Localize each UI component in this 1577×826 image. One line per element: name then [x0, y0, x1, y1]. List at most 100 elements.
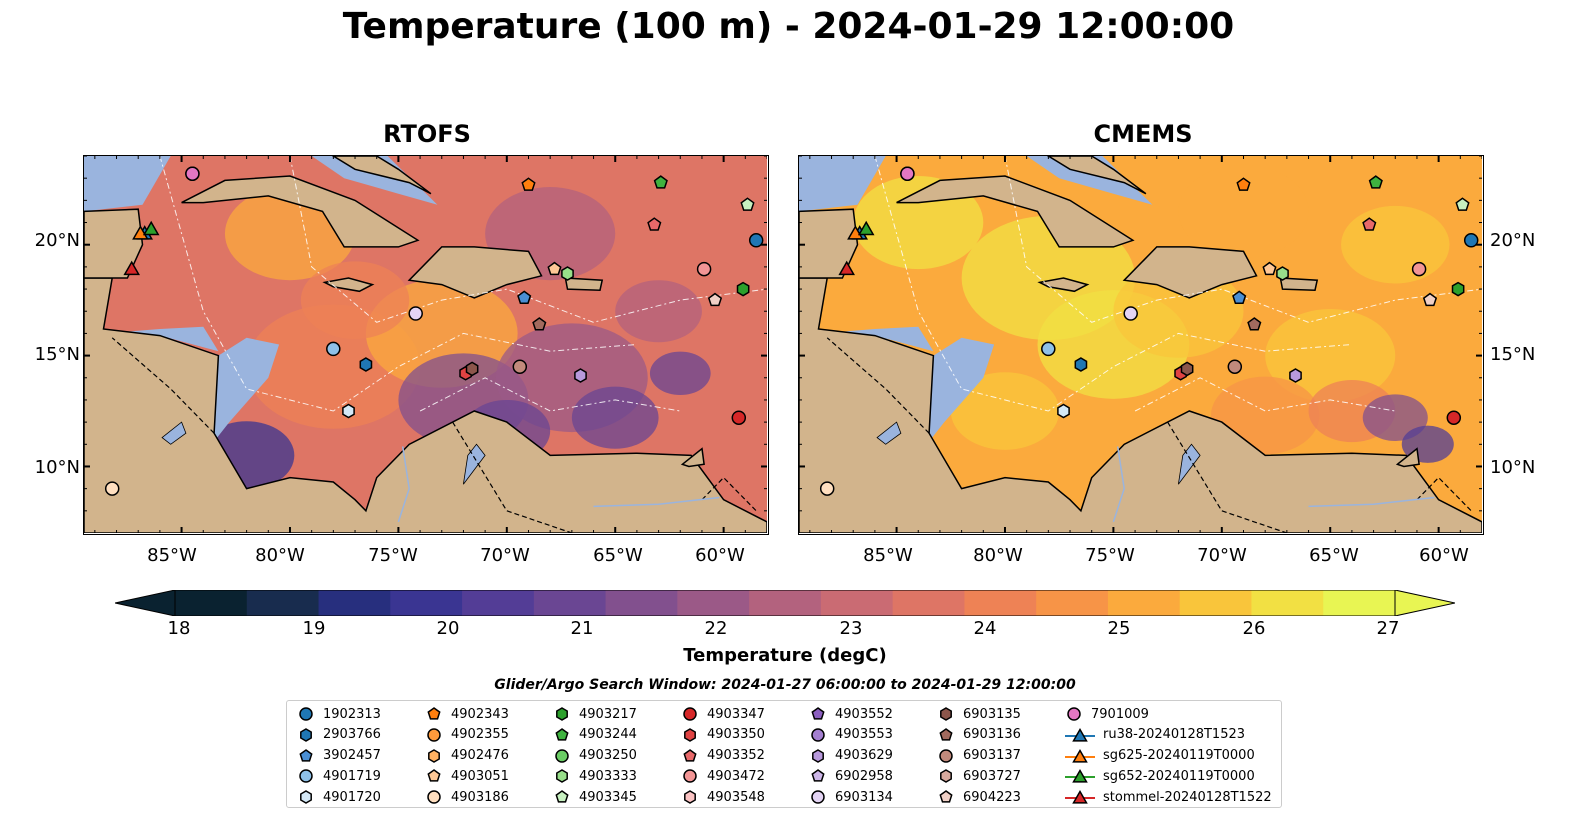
legend-symbol	[556, 769, 568, 784]
rtofs-marker-sg625-20240119T0000	[132, 225, 149, 240]
colorbar-bin	[1179, 590, 1252, 616]
legend-label: 4903051	[451, 768, 509, 784]
rtofs-marker-6904223	[707, 292, 723, 307]
rtofs-map-canvas	[84, 156, 767, 533]
legend-marker-4903345	[555, 790, 569, 803]
rtofs-temperature-patch	[571, 386, 659, 449]
rtofs-marker-7901009	[185, 166, 200, 181]
legend-entry-4903345: 4903345	[553, 787, 637, 807]
cmems-panel-title: CMEMS	[1093, 120, 1193, 148]
legend-symbol	[427, 769, 441, 783]
legend-label: 4902476	[451, 748, 509, 764]
legend-symbol	[939, 748, 953, 763]
cmems-eez-line	[1004, 156, 1482, 323]
lat-label-10n-left: 10°N	[34, 457, 80, 478]
legend-entry-4903347: 4903347	[681, 704, 765, 724]
legend-marker-4903051	[427, 769, 441, 783]
cmems-marker-4903186	[819, 481, 835, 496]
colorbar-bin	[533, 590, 607, 616]
legend-entry-4903186: 4903186	[425, 787, 509, 807]
colorbar-extend-low	[115, 590, 176, 616]
rtofs-central-america-land	[84, 277, 767, 533]
legend-label: 6903727	[963, 768, 1021, 784]
cmems-marker-1902313	[1463, 233, 1479, 248]
legend-symbol	[939, 790, 953, 803]
legend-label: 6903135	[963, 706, 1021, 722]
cmems-temperature-patch	[1341, 205, 1450, 284]
legend-symbol	[812, 748, 824, 763]
cmems-puerto-rico-land	[1279, 277, 1319, 291]
cmems-country-border	[1416, 476, 1472, 512]
legend-entry-4903217: 4903217	[553, 704, 637, 724]
legend-marker-4902355	[427, 728, 441, 742]
cmems-central-america-land	[799, 277, 1482, 533]
cmems-temperature-patch	[1178, 164, 1309, 259]
legend-symbol	[683, 769, 697, 784]
lon-label-70w-left: 70°W	[480, 545, 530, 566]
legend-symbol	[811, 728, 825, 742]
cmems-marker-6903137	[1227, 359, 1243, 374]
rtofs-lake-nicaragua	[161, 421, 187, 445]
legend-marker-6903136	[939, 727, 953, 741]
rtofs-marker-3902457	[517, 290, 532, 304]
legend-symbol	[939, 727, 953, 741]
legend-entry-4901720: 4901720	[297, 787, 381, 807]
rtofs-country-border	[701, 476, 757, 512]
legend-marker-4903552	[811, 707, 825, 720]
legend-label: sg625-20240119T0000	[1103, 748, 1255, 764]
cmems-marker-4903347	[1446, 410, 1462, 425]
cmems-country-border	[1167, 421, 1288, 533]
cmems-river	[1308, 496, 1435, 508]
legend-marker-4903472	[683, 769, 697, 784]
rtofs-gulf-water	[84, 156, 171, 212]
cmems-map-canvas	[799, 156, 1482, 533]
rtofs-marker-4903051	[547, 261, 562, 276]
cmems-marker-4903472	[1411, 261, 1427, 277]
cmems-marker-3902457	[1232, 290, 1247, 304]
legend-marker-4903217	[556, 707, 568, 721]
legend-entry-4903244: 4903244	[553, 725, 637, 745]
lon-label-75w-left: 75°W	[368, 545, 418, 566]
legend-label: 6902958	[835, 768, 893, 784]
legend-entry-4903333: 4903333	[553, 766, 637, 786]
legend-label: 6904223	[963, 789, 1021, 805]
colorbar-bin	[246, 590, 320, 616]
cmems-hispaniola-land	[1122, 246, 1258, 299]
cmems-marker-4903345	[1455, 197, 1470, 211]
colorbar-extend-high	[1394, 590, 1455, 616]
colorbar-tick-21: 21	[570, 618, 594, 639]
cmems-bahamas-bank	[1026, 156, 1153, 205]
legend-entry-4903552: 4903552	[809, 704, 893, 724]
lon-label-65w-left: 65°W	[593, 545, 643, 566]
rtofs-country-border	[111, 337, 215, 434]
legend-entry-4903350: 4903350	[681, 725, 765, 745]
colorbar-tick-27: 27	[1376, 618, 1400, 639]
legend-entry-sg652-20240119T0000: sg652-20240119T0000	[1065, 766, 1255, 786]
cmems-lake-maracaibo	[1178, 443, 1201, 485]
lat-label-20n-left: 20°N	[34, 230, 80, 251]
rtofs-temperature-patch	[649, 351, 711, 396]
colorbar-bin	[1251, 590, 1324, 616]
rtofs-map	[83, 155, 769, 535]
colorbar-frame	[174, 590, 1396, 616]
rtofs-marker-4903244	[653, 175, 668, 189]
colorbar-tick-19: 19	[302, 618, 326, 639]
legend-marker-4903548	[684, 790, 696, 805]
colorbar-tick-24: 24	[973, 618, 997, 639]
legend-label: 4901719	[323, 768, 381, 784]
cmems-marker-6904223	[1422, 292, 1438, 307]
legend-symbol	[427, 707, 441, 720]
legend-entry-4903472: 4903472	[681, 766, 765, 786]
cmems-marker-sg652-20240119T0000	[857, 220, 875, 236]
legend-label: 2903766	[323, 727, 381, 743]
colorbar-bin	[964, 590, 1037, 616]
legend-marker-4901719	[299, 769, 313, 784]
legend-symbol	[556, 707, 568, 721]
cmems-marker-sg625-20240119T0000	[847, 225, 864, 240]
rtofs-marker-4903472	[696, 261, 712, 277]
lon-label-80w-left: 80°W	[255, 545, 305, 566]
legend-label: 4903553	[835, 727, 893, 743]
lon-label-60w-right: 60°W	[1419, 545, 1469, 566]
rtofs-trinidad-land	[680, 447, 705, 468]
colorbar-bin	[820, 590, 894, 616]
